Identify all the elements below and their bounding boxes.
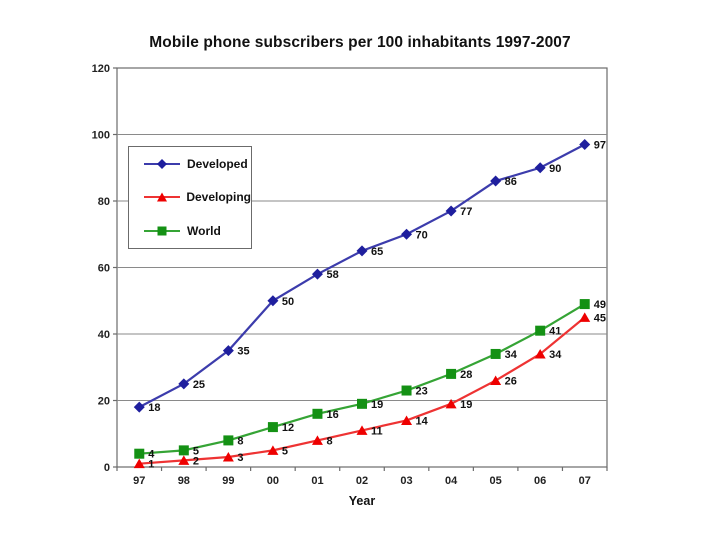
- series-developed-label-05: 86: [505, 176, 517, 188]
- x-tick-label-97: 97: [133, 475, 145, 487]
- series-world-pt-07-square-marker: [579, 299, 590, 310]
- series-world-label-03: 23: [416, 386, 428, 398]
- series-world-pt-01-square-marker: [312, 408, 323, 419]
- series-world-pt-97-square-marker: [134, 448, 145, 459]
- series-developing-pt-05-triangle-marker: [490, 375, 502, 386]
- series-developed-pt-01-diamond-marker: [311, 268, 323, 280]
- series-world-label-97: 4: [148, 449, 155, 461]
- series-developing-label-01: 8: [326, 435, 332, 447]
- series-developing-label-99: 3: [237, 452, 243, 464]
- series-world-label-05: 34: [505, 349, 518, 361]
- series-developed-label-00: 50: [282, 296, 294, 308]
- series-world-pt-04-square-marker: [446, 368, 457, 379]
- series-developing-label-03: 14: [416, 415, 429, 427]
- series-developed-label-01: 58: [326, 269, 338, 281]
- series-developing-label-02: 11: [371, 425, 383, 437]
- legend-label-developing: Developing: [186, 190, 251, 205]
- legend: Developed Developing World: [128, 146, 252, 249]
- series-developed-label-02: 65: [371, 246, 383, 258]
- legend-item-world: World: [142, 224, 251, 238]
- series-world-pt-05-square-marker: [490, 348, 501, 359]
- series-developed-label-06: 90: [549, 163, 561, 175]
- series-developed-pt-97-diamond-marker: [133, 401, 145, 413]
- series-developing-pt-03-triangle-marker: [401, 415, 413, 425]
- series-developing-pt-98-triangle-marker: [178, 455, 190, 465]
- series-world-label-02: 19: [371, 399, 383, 411]
- series-developing-label-04: 19: [460, 399, 472, 411]
- x-tick-label-07: 07: [579, 475, 591, 487]
- series-developed-label-97: 18: [148, 402, 160, 414]
- series-world-pt-99-square-marker: [223, 435, 234, 446]
- chart-title: Mobile phone subscribers per 100 inhabit…: [149, 34, 571, 51]
- x-tick-label-01: 01: [311, 475, 323, 487]
- series-world-pt-02-square-marker: [357, 398, 367, 409]
- series-developed-pt-98-diamond-marker: [178, 378, 190, 390]
- series-developed-pt-00-diamond-marker: [267, 295, 279, 307]
- series-world-label-99: 8: [237, 435, 243, 447]
- legend-item-developing: Developing: [142, 190, 251, 204]
- series-developed-pt-03-diamond-marker: [401, 228, 413, 240]
- x-tick-label-99: 99: [222, 475, 234, 487]
- series-world-label-00: 12: [282, 422, 294, 434]
- y-tick-label-120: 120: [92, 63, 110, 75]
- series-world-label-98: 5: [193, 445, 199, 457]
- x-tick-label-98: 98: [178, 475, 190, 487]
- series-world-pt-00-square-marker: [267, 422, 278, 433]
- series-developing-pt-99-triangle-marker: [222, 452, 234, 462]
- series-world-label-04: 28: [460, 369, 472, 381]
- series-developing-pt-07-triangle-marker: [579, 312, 591, 322]
- series-developing-label-07: 45: [594, 312, 606, 324]
- x-tick-label-06: 06: [534, 475, 546, 487]
- series-developing-pt-00-triangle-marker: [267, 445, 279, 455]
- series-world-label-07: 49: [594, 299, 606, 311]
- legend-square-icon: [144, 226, 180, 236]
- series-developing-label-06: 34: [549, 349, 562, 361]
- series-developed-label-99: 35: [237, 346, 249, 358]
- series-developing-label-98: 2: [193, 455, 199, 467]
- x-tick-label-05: 05: [490, 475, 502, 487]
- series-developed-label-03: 70: [416, 229, 428, 241]
- series-world-label-01: 16: [326, 409, 338, 421]
- series-developing-pt-04-triangle-marker: [445, 398, 457, 409]
- series-world-pt-06-square-marker: [535, 325, 546, 336]
- series-developed-pt-99-diamond-marker: [222, 345, 234, 357]
- y-tick-label-0: 0: [104, 462, 110, 474]
- y-tick-label-60: 60: [98, 263, 110, 275]
- x-tick-label-02: 02: [356, 475, 368, 487]
- series-developing-label-97: 1: [148, 459, 154, 471]
- series-developed-pt-07-diamond-marker: [579, 138, 591, 150]
- y-tick-label-100: 100: [92, 130, 110, 142]
- y-tick-label-20: 20: [98, 396, 110, 408]
- legend-item-developed: Developed: [142, 157, 251, 171]
- x-tick-label-04: 04: [445, 475, 458, 487]
- series-developed-label-07: 97: [594, 139, 606, 151]
- legend-label-developed: Developed: [187, 156, 248, 171]
- series-developed-pt-04-diamond-marker: [445, 205, 457, 217]
- series-developed-label-98: 25: [193, 379, 205, 391]
- legend-diamond-icon: [144, 158, 180, 169]
- series-world-pt-98-square-marker: [178, 445, 189, 456]
- x-tick-label-00: 00: [267, 475, 279, 487]
- x-tick-label-03: 03: [400, 475, 412, 487]
- y-tick-label-80: 80: [98, 196, 110, 208]
- series-developing-pt-97-triangle-marker: [133, 458, 145, 469]
- series-world-label-06: 41: [549, 326, 561, 338]
- series-developed-pt-06-diamond-marker: [534, 162, 546, 174]
- series-developing-label-00: 5: [282, 445, 288, 457]
- y-tick-label-40: 40: [98, 329, 110, 341]
- legend-label-world: World: [187, 224, 221, 239]
- series-developed-pt-02-diamond-marker: [356, 245, 368, 257]
- legend-triangle-icon: [144, 192, 180, 202]
- series-developed-label-04: 77: [460, 206, 472, 218]
- series-developing-label-05: 26: [505, 376, 517, 388]
- x-axis-title: Year: [348, 494, 376, 508]
- series-world-pt-03-square-marker: [401, 385, 412, 396]
- series-developing-pt-02-triangle-marker: [356, 425, 368, 435]
- series-developing-pt-06-triangle-marker: [534, 348, 546, 359]
- series-developing-pt-01-triangle-marker: [311, 435, 323, 445]
- series-developed-pt-05-diamond-marker: [490, 175, 502, 187]
